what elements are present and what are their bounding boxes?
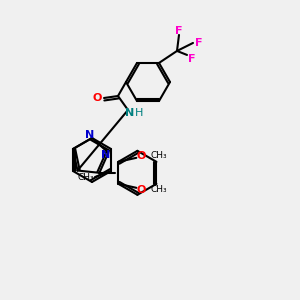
Text: F: F bbox=[195, 38, 203, 48]
Text: O: O bbox=[92, 93, 102, 103]
Text: N: N bbox=[125, 108, 135, 118]
Text: N: N bbox=[85, 130, 94, 140]
Text: F: F bbox=[175, 26, 183, 36]
Text: N: N bbox=[101, 150, 110, 160]
Text: H: H bbox=[135, 108, 143, 118]
Text: CH₃: CH₃ bbox=[150, 151, 167, 160]
Text: O: O bbox=[137, 185, 146, 195]
Text: O: O bbox=[137, 151, 146, 161]
Text: F: F bbox=[188, 54, 196, 64]
Text: CH₃: CH₃ bbox=[78, 172, 94, 182]
Text: CH₃: CH₃ bbox=[150, 185, 167, 194]
